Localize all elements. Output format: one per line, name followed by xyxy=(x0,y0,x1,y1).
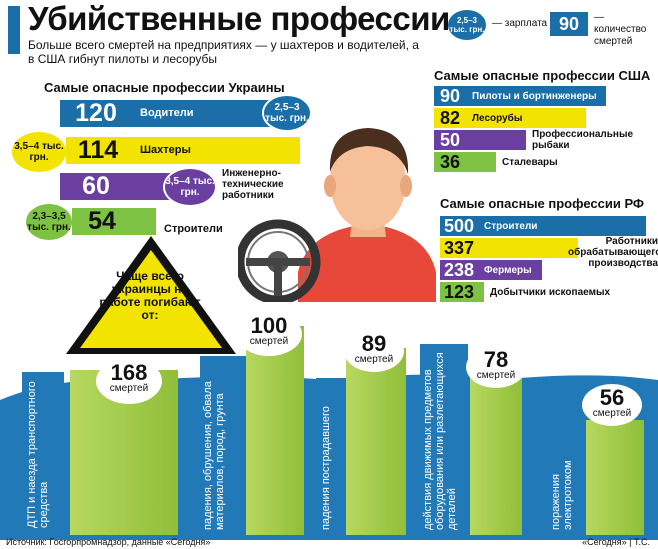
legend-salary-text: — зарплата xyxy=(492,18,548,29)
rf-label-2: Работники обрабатывающего производства xyxy=(568,236,658,269)
usa-label-4: Сталевары xyxy=(502,157,558,168)
source-note: Источник: Госгорпромнадзор, данные «Сего… xyxy=(6,537,211,547)
cause-value-2: 100 xyxy=(250,313,288,338)
cause-label-strip-3 xyxy=(316,378,346,535)
page-subtitle: Больше всего смертей на предприятиях — у… xyxy=(28,38,419,66)
usa-label-3: Профессиональные рыбаки xyxy=(532,129,634,151)
rf-bar-4 xyxy=(478,282,484,302)
cause-label-strip-1 xyxy=(22,372,64,535)
rf-section-title: Самые опасные профессии РФ xyxy=(440,196,645,211)
ukraine-label-4: Строители xyxy=(164,223,223,235)
ukraine-value-4: 54 xyxy=(72,208,132,235)
cause-unit-4: смертей xyxy=(476,370,516,381)
ukraine-value-2: 114 xyxy=(66,137,130,164)
usa-bar-2 xyxy=(466,108,586,128)
rf-value-1: 500 xyxy=(440,216,478,236)
rf-label-3: Фермеры xyxy=(484,265,532,276)
ukraine-section-title: Самые опасные профессии Украины xyxy=(44,80,285,95)
ukraine-salary-3: 3,5–4 тыс. грн. xyxy=(163,167,217,207)
cause-label-1: ДТП и наезда транспортного средства xyxy=(26,381,50,528)
ukraine-value-3: 60 xyxy=(60,173,132,200)
cause-unit-5: смертей xyxy=(592,408,632,419)
legend-count-text: — количество смертей xyxy=(594,12,647,47)
usa-value-4: 36 xyxy=(434,152,466,172)
title-accent-bar xyxy=(8,6,20,54)
legend-count-box: 90 xyxy=(550,12,588,36)
rf-value-4: 123 xyxy=(440,282,478,302)
cause-value-3: 89 xyxy=(361,331,387,356)
usa-bar-1 xyxy=(466,86,606,106)
cause-value-1: 168 xyxy=(110,360,148,385)
ukraine-value-1: 120 xyxy=(60,100,132,127)
page-title: Убийственные профессии xyxy=(28,0,450,37)
cause-value-oval-4: 78 смертей xyxy=(466,346,526,388)
ukraine-label-3: Инженерно-технические работники xyxy=(222,168,284,201)
cause-label-strip-5 xyxy=(548,432,582,535)
ukraine-salary-2: 3,5–4 тыс. грн. xyxy=(12,132,66,172)
rf-bar-2 xyxy=(478,238,578,258)
rf-value-2: 337 xyxy=(440,238,478,258)
cause-unit-2: смертей xyxy=(249,336,289,347)
rf-label-4: Добытчики ископаемых xyxy=(490,287,611,298)
cause-bar-2 xyxy=(246,326,304,535)
driver-illustration xyxy=(238,128,436,302)
cause-label-5: поражения электротоком xyxy=(550,460,574,530)
warning-triangle-icon xyxy=(66,236,236,354)
cause-value-oval-2: 100 смертей xyxy=(236,312,302,356)
cause-value-5: 56 xyxy=(599,385,625,410)
cause-label-strip-4 xyxy=(420,344,468,535)
usa-bar-4 xyxy=(466,152,496,172)
ukraine-bar-2 xyxy=(130,137,300,164)
cause-value-oval-1: 168 смертей xyxy=(96,358,162,404)
cause-label-strip-2 xyxy=(200,356,246,535)
rf-value-3: 238 xyxy=(440,260,478,280)
usa-section-title: Самые опасные профессии США xyxy=(434,68,651,83)
cause-label-2: падения, обрушения, обвала материалов, п… xyxy=(202,381,226,530)
ukraine-label-1: Водители xyxy=(140,107,194,119)
cause-label-3: падения пострадавшего xyxy=(320,406,332,530)
cause-unit-1: смертей xyxy=(109,383,149,394)
ukraine-salary-1: 2,5–3 тыс. грн. xyxy=(262,94,312,132)
ukraine-label-2: Шахтеры xyxy=(140,144,191,156)
cause-value-oval-3: 89 смертей xyxy=(344,330,404,372)
rf-label-1: Строители xyxy=(484,221,538,232)
usa-value-3: 50 xyxy=(434,130,466,150)
cause-label-4: действия движимых предметов оборудования… xyxy=(422,352,458,530)
usa-label-2: Лесорубы xyxy=(472,113,523,124)
cause-bar-5 xyxy=(586,420,644,535)
cause-unit-3: смертей xyxy=(354,354,394,365)
rf-bar-1 xyxy=(478,216,646,236)
cause-value-oval-5: 56 смертей xyxy=(582,384,642,426)
ukraine-bar-1 xyxy=(132,100,280,127)
ukraine-bar-4 xyxy=(132,208,156,235)
rf-bar-3 xyxy=(478,260,542,280)
cause-value-4: 78 xyxy=(483,347,509,372)
warning-text: Чаще всего украинцы на работе погибают о… xyxy=(99,269,201,322)
cause-bar-4 xyxy=(470,362,522,535)
legend-salary-oval: 2,5–3 тыс. грн. xyxy=(448,10,486,40)
usa-label-1: Пилоты и бортинженеры xyxy=(472,91,597,102)
credit-note: «Сегодня» | Т.С. xyxy=(582,537,650,547)
usa-bar-3 xyxy=(466,130,526,150)
cause-bar-3 xyxy=(346,348,406,535)
usa-value-2: 82 xyxy=(434,108,466,128)
usa-value-1: 90 xyxy=(434,86,466,106)
ukraine-salary-4: 2,3–3,5 тыс. грн. xyxy=(26,204,72,240)
